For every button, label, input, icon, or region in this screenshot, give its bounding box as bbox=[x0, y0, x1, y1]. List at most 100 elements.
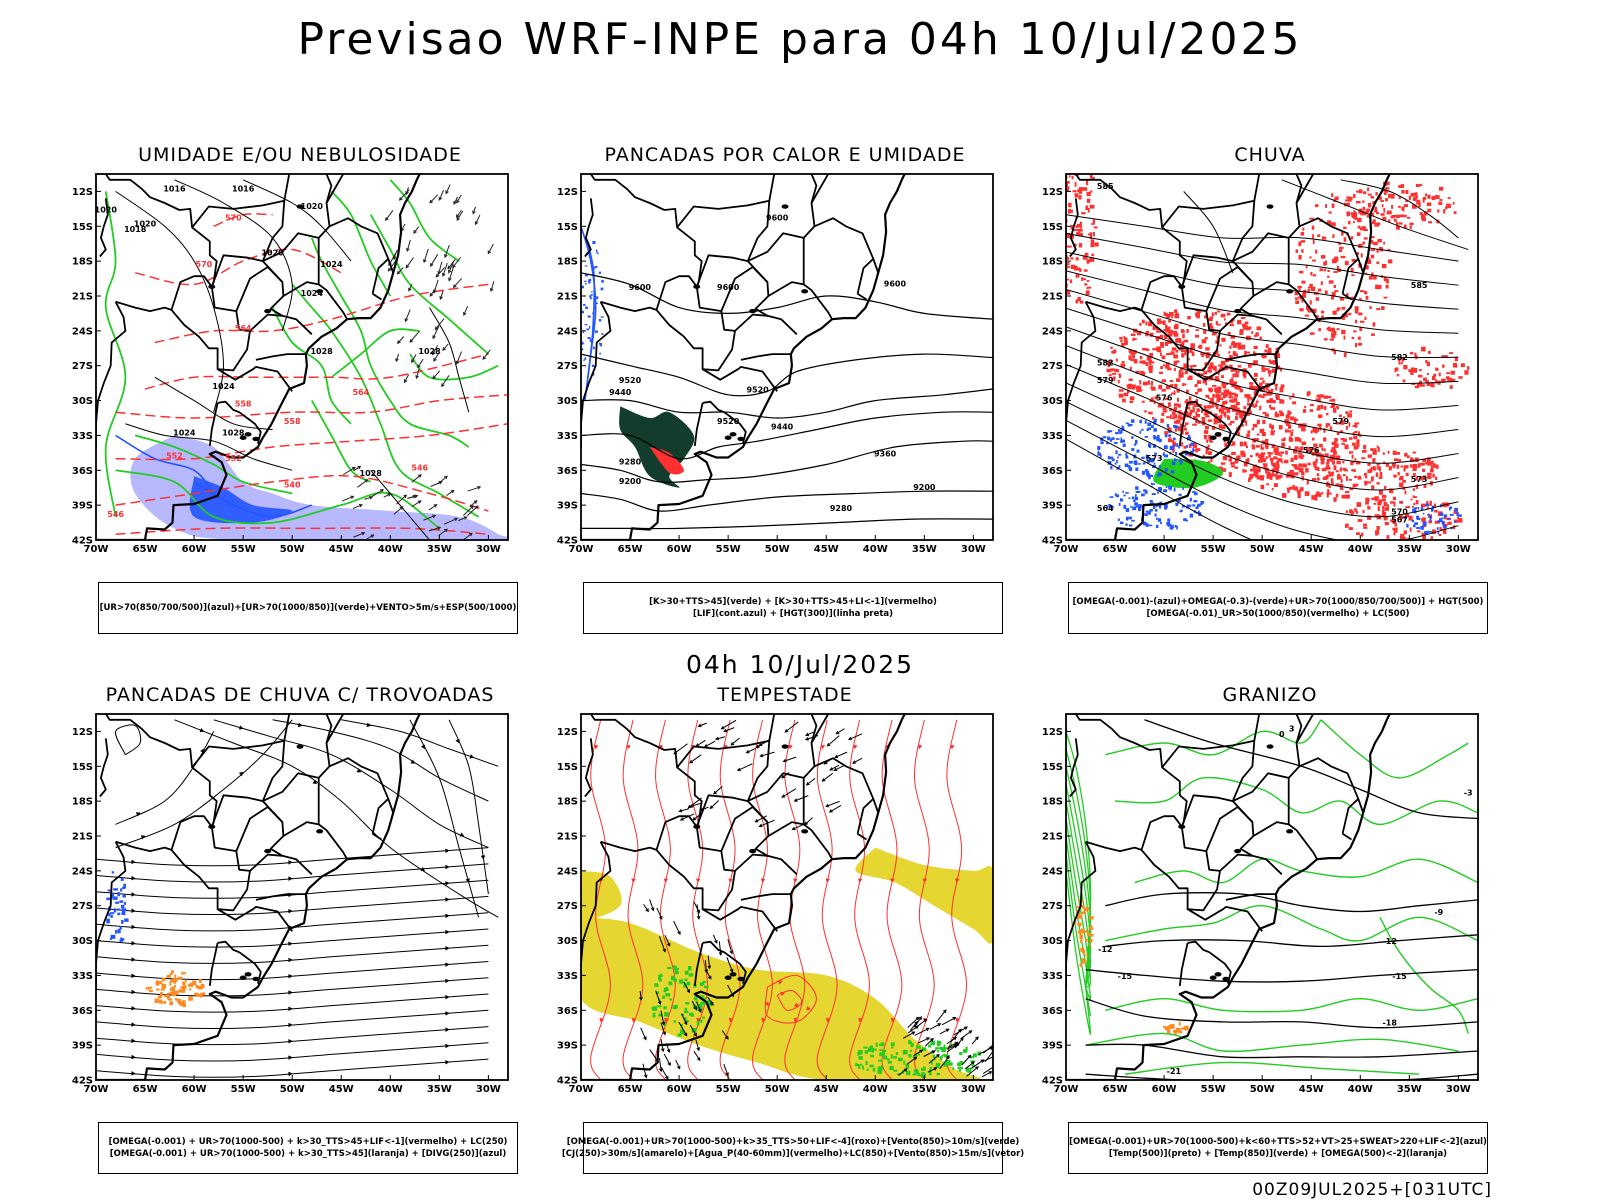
lat-tick-label: 36S bbox=[72, 466, 93, 477]
legend-box: [K>30+TTS>45](verde) + [K>30+TTS>45+LI<-… bbox=[583, 582, 1003, 634]
lat-tick-label: 36S bbox=[557, 1006, 578, 1017]
lat-tick-label: 18S bbox=[1042, 257, 1063, 268]
lat-tick-label: 12S bbox=[1042, 727, 1063, 738]
map-umidade: 1016 101610201020101810201024102010241028… bbox=[72, 173, 509, 555]
contour-label: 585 bbox=[1097, 182, 1114, 191]
contour-label: 1016 bbox=[163, 184, 186, 193]
lon-tick-label: 70W bbox=[84, 1084, 109, 1095]
lat-tick-label: 21S bbox=[1042, 292, 1063, 303]
lon-tick-label: 50W bbox=[765, 544, 790, 555]
lon-tick-label: 50W bbox=[1250, 544, 1275, 555]
lat-tick-label: 42S bbox=[72, 1076, 93, 1087]
lon-tick-label: 70W bbox=[569, 544, 594, 555]
contour-label: 9520 bbox=[717, 417, 740, 426]
panel-title: CHUVA bbox=[1234, 144, 1306, 166]
contour-label: 9600 bbox=[717, 283, 740, 292]
lon-tick-label: 55W bbox=[716, 544, 741, 555]
lat-tick-label: 12S bbox=[1042, 187, 1063, 198]
lat-tick-label: 36S bbox=[72, 1006, 93, 1017]
lon-tick-label: 55W bbox=[231, 1084, 256, 1095]
lon-tick-label: 40W bbox=[378, 544, 403, 555]
contour-label: -21 bbox=[1167, 1067, 1182, 1076]
lon-tick-label: 45W bbox=[814, 544, 839, 555]
contour-label: 579 bbox=[1097, 376, 1114, 385]
panel-umidade: UMIDADE E/OU NEBULOSIDADE 1016 1016 1020 10… bbox=[60, 144, 518, 644]
contour-label: 552 bbox=[166, 452, 183, 461]
contour-label: 3 bbox=[1289, 724, 1295, 733]
contour-label: 1028 bbox=[418, 347, 441, 356]
contour-label: 9280 bbox=[619, 457, 642, 466]
lat-tick-label: 36S bbox=[1042, 1006, 1063, 1017]
lon-tick-label: 30W bbox=[1446, 544, 1471, 555]
contour-label: 570 bbox=[1391, 507, 1408, 516]
run-timestamp: 00Z09JUL2025+[031UTC] bbox=[1252, 1180, 1492, 1200]
lon-tick-label: 70W bbox=[569, 1084, 594, 1095]
lon-tick-label: 65W bbox=[133, 1084, 158, 1095]
lat-tick-label: 24S bbox=[72, 866, 93, 877]
lat-tick-label: 24S bbox=[1042, 866, 1063, 877]
contour-label: 1018 bbox=[124, 225, 147, 234]
contour-label: 573 bbox=[1146, 454, 1163, 463]
lon-tick-label: 35W bbox=[427, 544, 452, 555]
contour-label: 1020 bbox=[95, 205, 118, 214]
contour-label: 573 bbox=[1411, 475, 1428, 484]
lat-tick-label: 42S bbox=[1042, 1076, 1063, 1087]
contour-label: 558 bbox=[284, 417, 301, 426]
lon-tick-label: 65W bbox=[1103, 1084, 1128, 1095]
contour-label: 9440 bbox=[609, 388, 632, 397]
lat-tick-label: 39S bbox=[1042, 501, 1063, 512]
map-pancadas-calor: 9600 9600 9600 9600 9520 9440 9520 9520 9440 9360… bbox=[557, 173, 994, 555]
contour-label: 564 bbox=[1097, 504, 1114, 513]
lat-tick-label: 24S bbox=[557, 326, 578, 337]
lat-tick-label: 39S bbox=[557, 501, 578, 512]
main-title: Previsao WRF-INPE para 04h 10/Jul/2025 bbox=[297, 14, 1303, 65]
legend-line: [K>30+TTS>45](verde) + [K>30+TTS>45+LI<-… bbox=[649, 597, 937, 607]
map-granizo: -3 -9 -12 -12 -15 -15 -18 -21 03 12S 15S 18S 21S 24S 2… bbox=[1042, 713, 1479, 1095]
lon-tick-label: 35W bbox=[1397, 544, 1422, 555]
legend-box: [OMEGA(-0.001) + UR>70(1000-500) + k>30_… bbox=[98, 1122, 518, 1174]
legend-line: [OMEGA(-0.001)+UR>70(1000-500)+k<60+TTS>… bbox=[1069, 1137, 1487, 1147]
lat-tick-label: 27S bbox=[72, 361, 93, 372]
lat-tick-label: 39S bbox=[557, 1041, 578, 1052]
lon-tick-label: 65W bbox=[618, 1084, 643, 1095]
lat-tick-label: 15S bbox=[72, 762, 93, 773]
mid-title: 04h 10/Jul/2025 bbox=[685, 650, 915, 679]
contour-label: 567 bbox=[1391, 516, 1408, 525]
lat-tick-label: 42S bbox=[557, 1076, 578, 1087]
contour-label: -3 bbox=[1464, 788, 1473, 797]
legend-line: [UR>70(850/700/500)](azul)+[UR>70(1000/8… bbox=[99, 603, 517, 613]
contour-label: 9600 bbox=[766, 213, 789, 222]
lon-tick-label: 55W bbox=[231, 544, 256, 555]
lon-tick-label: 50W bbox=[765, 1084, 790, 1095]
panel-title: GRANIZO bbox=[1222, 684, 1318, 706]
lat-tick-label: 12S bbox=[72, 727, 93, 738]
contour-label: 1028 bbox=[360, 469, 383, 478]
contour-label: 582 bbox=[1097, 359, 1114, 368]
panel-title: UMIDADE E/OU NEBULOSIDADE bbox=[138, 144, 462, 166]
lon-tick-label: 45W bbox=[814, 1084, 839, 1095]
lat-tick-label: 39S bbox=[72, 501, 93, 512]
lat-tick-label: 39S bbox=[1042, 1041, 1063, 1052]
lon-tick-label: 40W bbox=[863, 1084, 888, 1095]
lon-tick-label: 40W bbox=[1348, 1084, 1373, 1095]
lat-tick-label: 39S bbox=[72, 1041, 93, 1052]
lon-tick-label: 65W bbox=[618, 544, 643, 555]
panel-chuva: CHUVA 585 585 582 579 576 573 570 567 564 582 579 5… bbox=[1030, 144, 1488, 644]
contour-label: 570 bbox=[225, 213, 242, 222]
lon-tick-label: 30W bbox=[476, 544, 501, 555]
legend-line: [OMEGA(-0.01)_UR>50(1000/850)(vermelho) … bbox=[1146, 609, 1410, 619]
lat-tick-label: 33S bbox=[1042, 431, 1063, 442]
contour-label: 558 bbox=[235, 399, 252, 408]
lon-tick-label: 70W bbox=[1054, 1084, 1079, 1095]
lat-tick-label: 30S bbox=[557, 936, 578, 947]
lon-tick-label: 60W bbox=[182, 1084, 207, 1095]
lat-tick-label: 21S bbox=[557, 832, 578, 843]
legend-line: [OMEGA(-0.001)-(azul)+OMEGA(-0.3)-(verde… bbox=[1072, 597, 1484, 607]
lat-tick-label: 24S bbox=[72, 326, 93, 337]
legend-line: [OMEGA(-0.001) + UR>70(1000-500) + k>30_… bbox=[108, 1137, 508, 1147]
lon-tick-label: 30W bbox=[476, 1084, 501, 1095]
panel-title: TEMPESTADE bbox=[717, 684, 853, 706]
contour-label: 1020 bbox=[301, 202, 324, 211]
